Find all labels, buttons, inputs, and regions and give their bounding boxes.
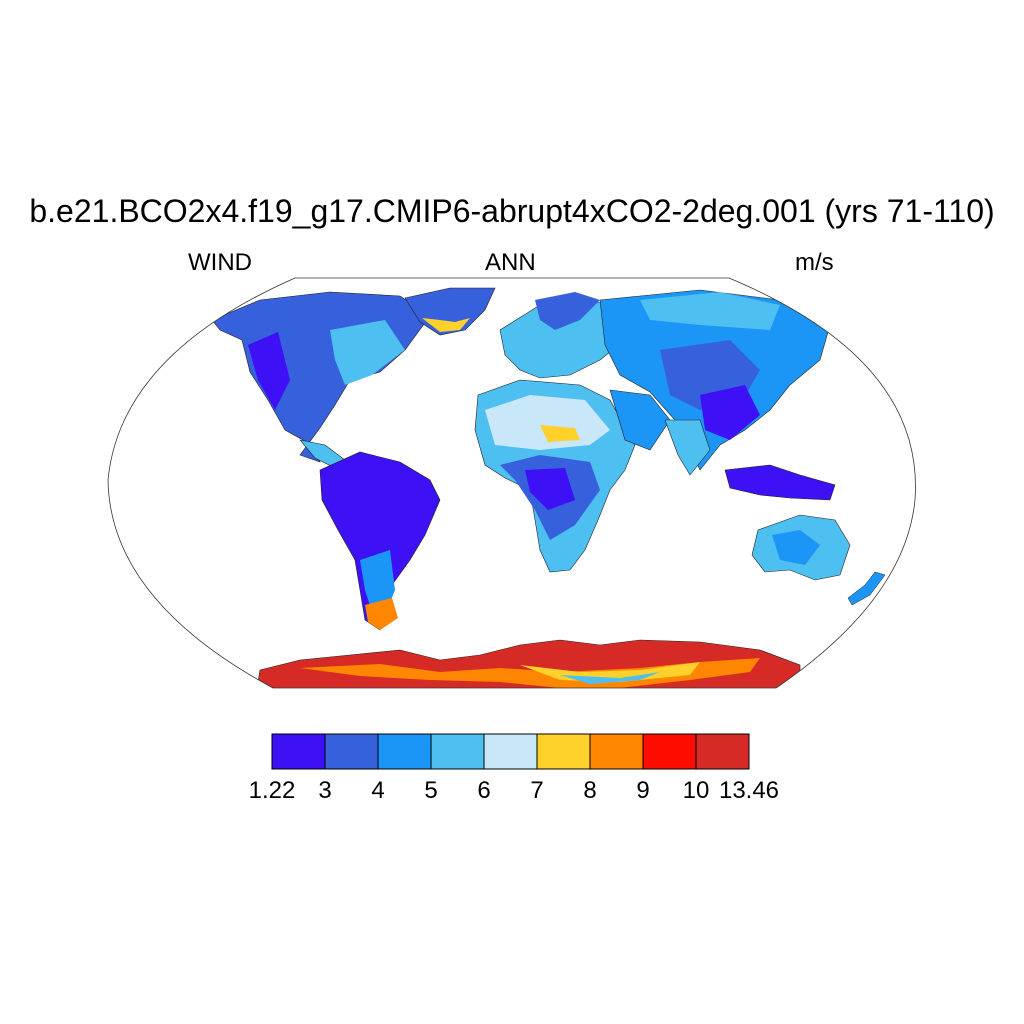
units-label: m/s: [795, 249, 834, 276]
colorbar-label-4: 6: [477, 777, 490, 804]
colorbar-label-2: 4: [371, 777, 384, 804]
siberia: [640, 292, 780, 330]
colorbar-box-7: [642, 733, 697, 770]
colorbar-label-0: 1.22: [249, 777, 296, 804]
greenland-coast: [422, 318, 470, 332]
colorbar-label-3: 5: [424, 777, 437, 804]
colorbar-box-0: [271, 733, 326, 770]
colorbar-label-8: 10: [683, 777, 710, 804]
colorbar-box-8: [695, 733, 750, 770]
colorbar-label-9: 13.46: [719, 777, 779, 804]
scandinavia: [535, 292, 600, 330]
colorbar-box-6: [589, 733, 644, 770]
new-zealand: [847, 571, 886, 606]
variable-label: WIND: [188, 249, 252, 276]
season-label: ANN: [485, 249, 536, 276]
colorbar-box-5: [536, 733, 591, 770]
greenland: [404, 287, 496, 336]
plot-title: b.e21.BCO2x4.f19_g17.CMIP6-abrupt4xCO2-2…: [29, 193, 995, 229]
south-america-tip: [365, 598, 398, 630]
sahara: [485, 395, 610, 450]
colorbar-box-4: [483, 733, 538, 770]
colorbar-label-7: 9: [636, 777, 649, 804]
map-boundary: [107, 277, 916, 689]
antarctica-light: [520, 662, 700, 682]
colorbar-label-1: 3: [318, 777, 331, 804]
antarctica-band: [300, 658, 760, 688]
colorbar-box-2: [377, 733, 432, 770]
colorbar-label-5: 7: [530, 777, 543, 804]
indonesia: [724, 464, 836, 501]
north-america-east: [330, 320, 405, 385]
congo: [525, 468, 575, 510]
sahara-yellow: [540, 425, 580, 442]
antarctica-blue: [560, 672, 660, 684]
australia-interior: [772, 530, 820, 565]
colorbar-label-6: 8: [583, 777, 596, 804]
tibet: [700, 385, 760, 440]
india: [664, 419, 711, 476]
arabia: [609, 389, 671, 451]
colorbar-box-3: [430, 733, 485, 770]
north-america-west: [248, 332, 290, 410]
south-america-south: [360, 550, 395, 615]
colorbar-box-1: [324, 733, 379, 770]
